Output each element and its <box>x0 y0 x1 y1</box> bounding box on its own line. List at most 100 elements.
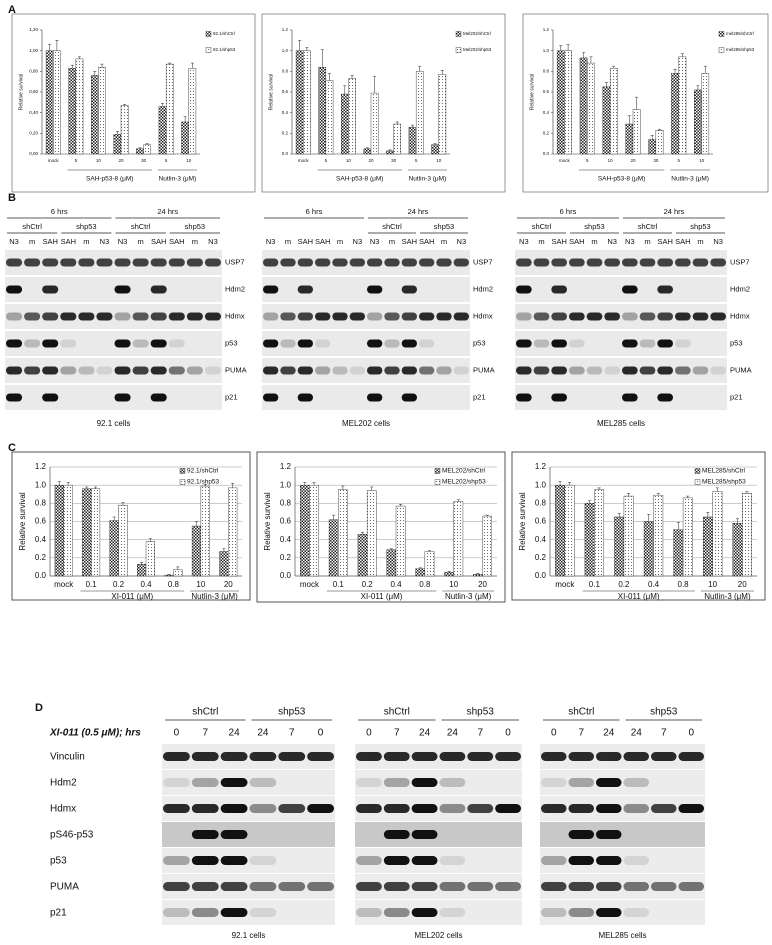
blot-band <box>401 393 417 402</box>
bar <box>188 68 197 155</box>
y-tick-label: 0.6 <box>543 89 550 94</box>
error-bar <box>112 516 116 521</box>
error-bar <box>418 567 422 569</box>
blot-band <box>623 882 649 891</box>
group-label: Nutlin-3 (μM) <box>671 176 709 183</box>
blot-band <box>657 258 673 267</box>
blot-band <box>367 258 383 267</box>
blot-band <box>639 366 656 375</box>
blot-strip <box>540 796 705 821</box>
blot-band <box>96 366 113 375</box>
blot-band <box>6 258 23 267</box>
blot-band <box>401 258 417 267</box>
error-bar <box>350 75 354 79</box>
y-axis-label: Relative survival <box>263 492 272 550</box>
blot-band <box>467 804 494 813</box>
y-tick-label: 0.4 <box>543 110 550 115</box>
error-bar <box>559 45 563 51</box>
error-bar <box>70 64 74 69</box>
legend-swatch <box>455 31 462 37</box>
x-tick-label: 0.8 <box>678 580 690 589</box>
group-label: Nutlin-3 (μM) <box>159 176 197 183</box>
bar <box>113 134 122 155</box>
blot-band <box>24 258 41 267</box>
error-bar <box>658 128 662 131</box>
bar <box>136 148 144 155</box>
blot-band <box>604 366 620 375</box>
lane-label: N3 <box>100 237 110 246</box>
blot-strip <box>162 900 335 925</box>
blot-band <box>541 856 567 865</box>
blot-band <box>495 804 521 813</box>
error-bar <box>456 499 460 502</box>
bar <box>732 523 743 577</box>
error-bar <box>115 131 119 135</box>
error-bar <box>715 487 719 492</box>
error-bar <box>203 484 207 487</box>
blot-band <box>42 285 59 294</box>
blot-band <box>132 258 149 267</box>
blot-strip <box>5 250 222 275</box>
row-label: p21 <box>473 392 486 401</box>
blot-strip <box>355 900 522 925</box>
error-bar <box>627 115 631 125</box>
blot-strip <box>162 796 335 821</box>
blot-band <box>278 804 306 813</box>
y-tick-label: 0.0 <box>543 151 550 156</box>
group-label: shCtrl <box>382 222 402 231</box>
y-tick-label: 0,80 <box>29 69 38 74</box>
bar <box>564 484 575 577</box>
blot-band <box>114 339 131 348</box>
bar <box>482 515 493 577</box>
lane-label: N3 <box>625 237 635 246</box>
error-bar <box>568 482 572 486</box>
blot-band <box>249 752 277 761</box>
blot-band <box>710 258 726 267</box>
row-label: Hdmx <box>50 804 76 815</box>
group-label: Nutlin-3 (μM) <box>409 176 447 183</box>
blot-band <box>220 830 248 839</box>
error-bar <box>93 71 97 76</box>
error-bar <box>312 482 316 486</box>
bar <box>318 66 327 155</box>
blot-band <box>568 752 594 761</box>
y-tick-label: 0.6 <box>35 517 47 526</box>
bar <box>453 501 464 577</box>
time-label: 24 hrs <box>408 207 429 216</box>
group-label: shp53 <box>467 707 495 718</box>
blot-strip <box>262 358 470 383</box>
bar <box>357 534 368 577</box>
blot-band <box>419 258 435 267</box>
lane-label: m <box>441 237 447 246</box>
error-bar <box>673 69 677 74</box>
blot-band <box>307 752 334 761</box>
bar <box>363 148 372 155</box>
lane-label: 24 <box>229 728 241 739</box>
y-tick-label: 0.2 <box>280 553 292 562</box>
y-tick-label: 0.4 <box>280 535 292 544</box>
legend-swatch <box>434 479 441 485</box>
x-tick-label: 0.4 <box>390 580 402 589</box>
bar <box>63 484 73 577</box>
lane-label: N3 <box>9 237 19 246</box>
error-bar <box>656 493 660 496</box>
group-label: SAH-p53-8 (μM) <box>336 176 383 183</box>
error-bar <box>604 82 608 87</box>
blot-band <box>186 312 203 321</box>
blot-band <box>657 312 673 321</box>
blot-band <box>467 752 494 761</box>
row-label: Hdm2 <box>50 778 77 789</box>
blot-band <box>150 258 167 267</box>
error-bar <box>373 76 377 94</box>
blot-strip <box>162 848 335 873</box>
y-tick-label: 1.2 <box>535 462 547 471</box>
treatment-label: XI-011 (0.5 μM); hrs <box>49 728 141 739</box>
bar <box>82 488 92 577</box>
blot-band <box>419 339 435 348</box>
blot-band <box>191 856 219 865</box>
blot-band <box>384 312 400 321</box>
bar <box>219 551 229 577</box>
legend-label: mel285/shCtrl <box>726 31 754 36</box>
bar <box>45 50 54 155</box>
blot-band <box>307 882 334 891</box>
